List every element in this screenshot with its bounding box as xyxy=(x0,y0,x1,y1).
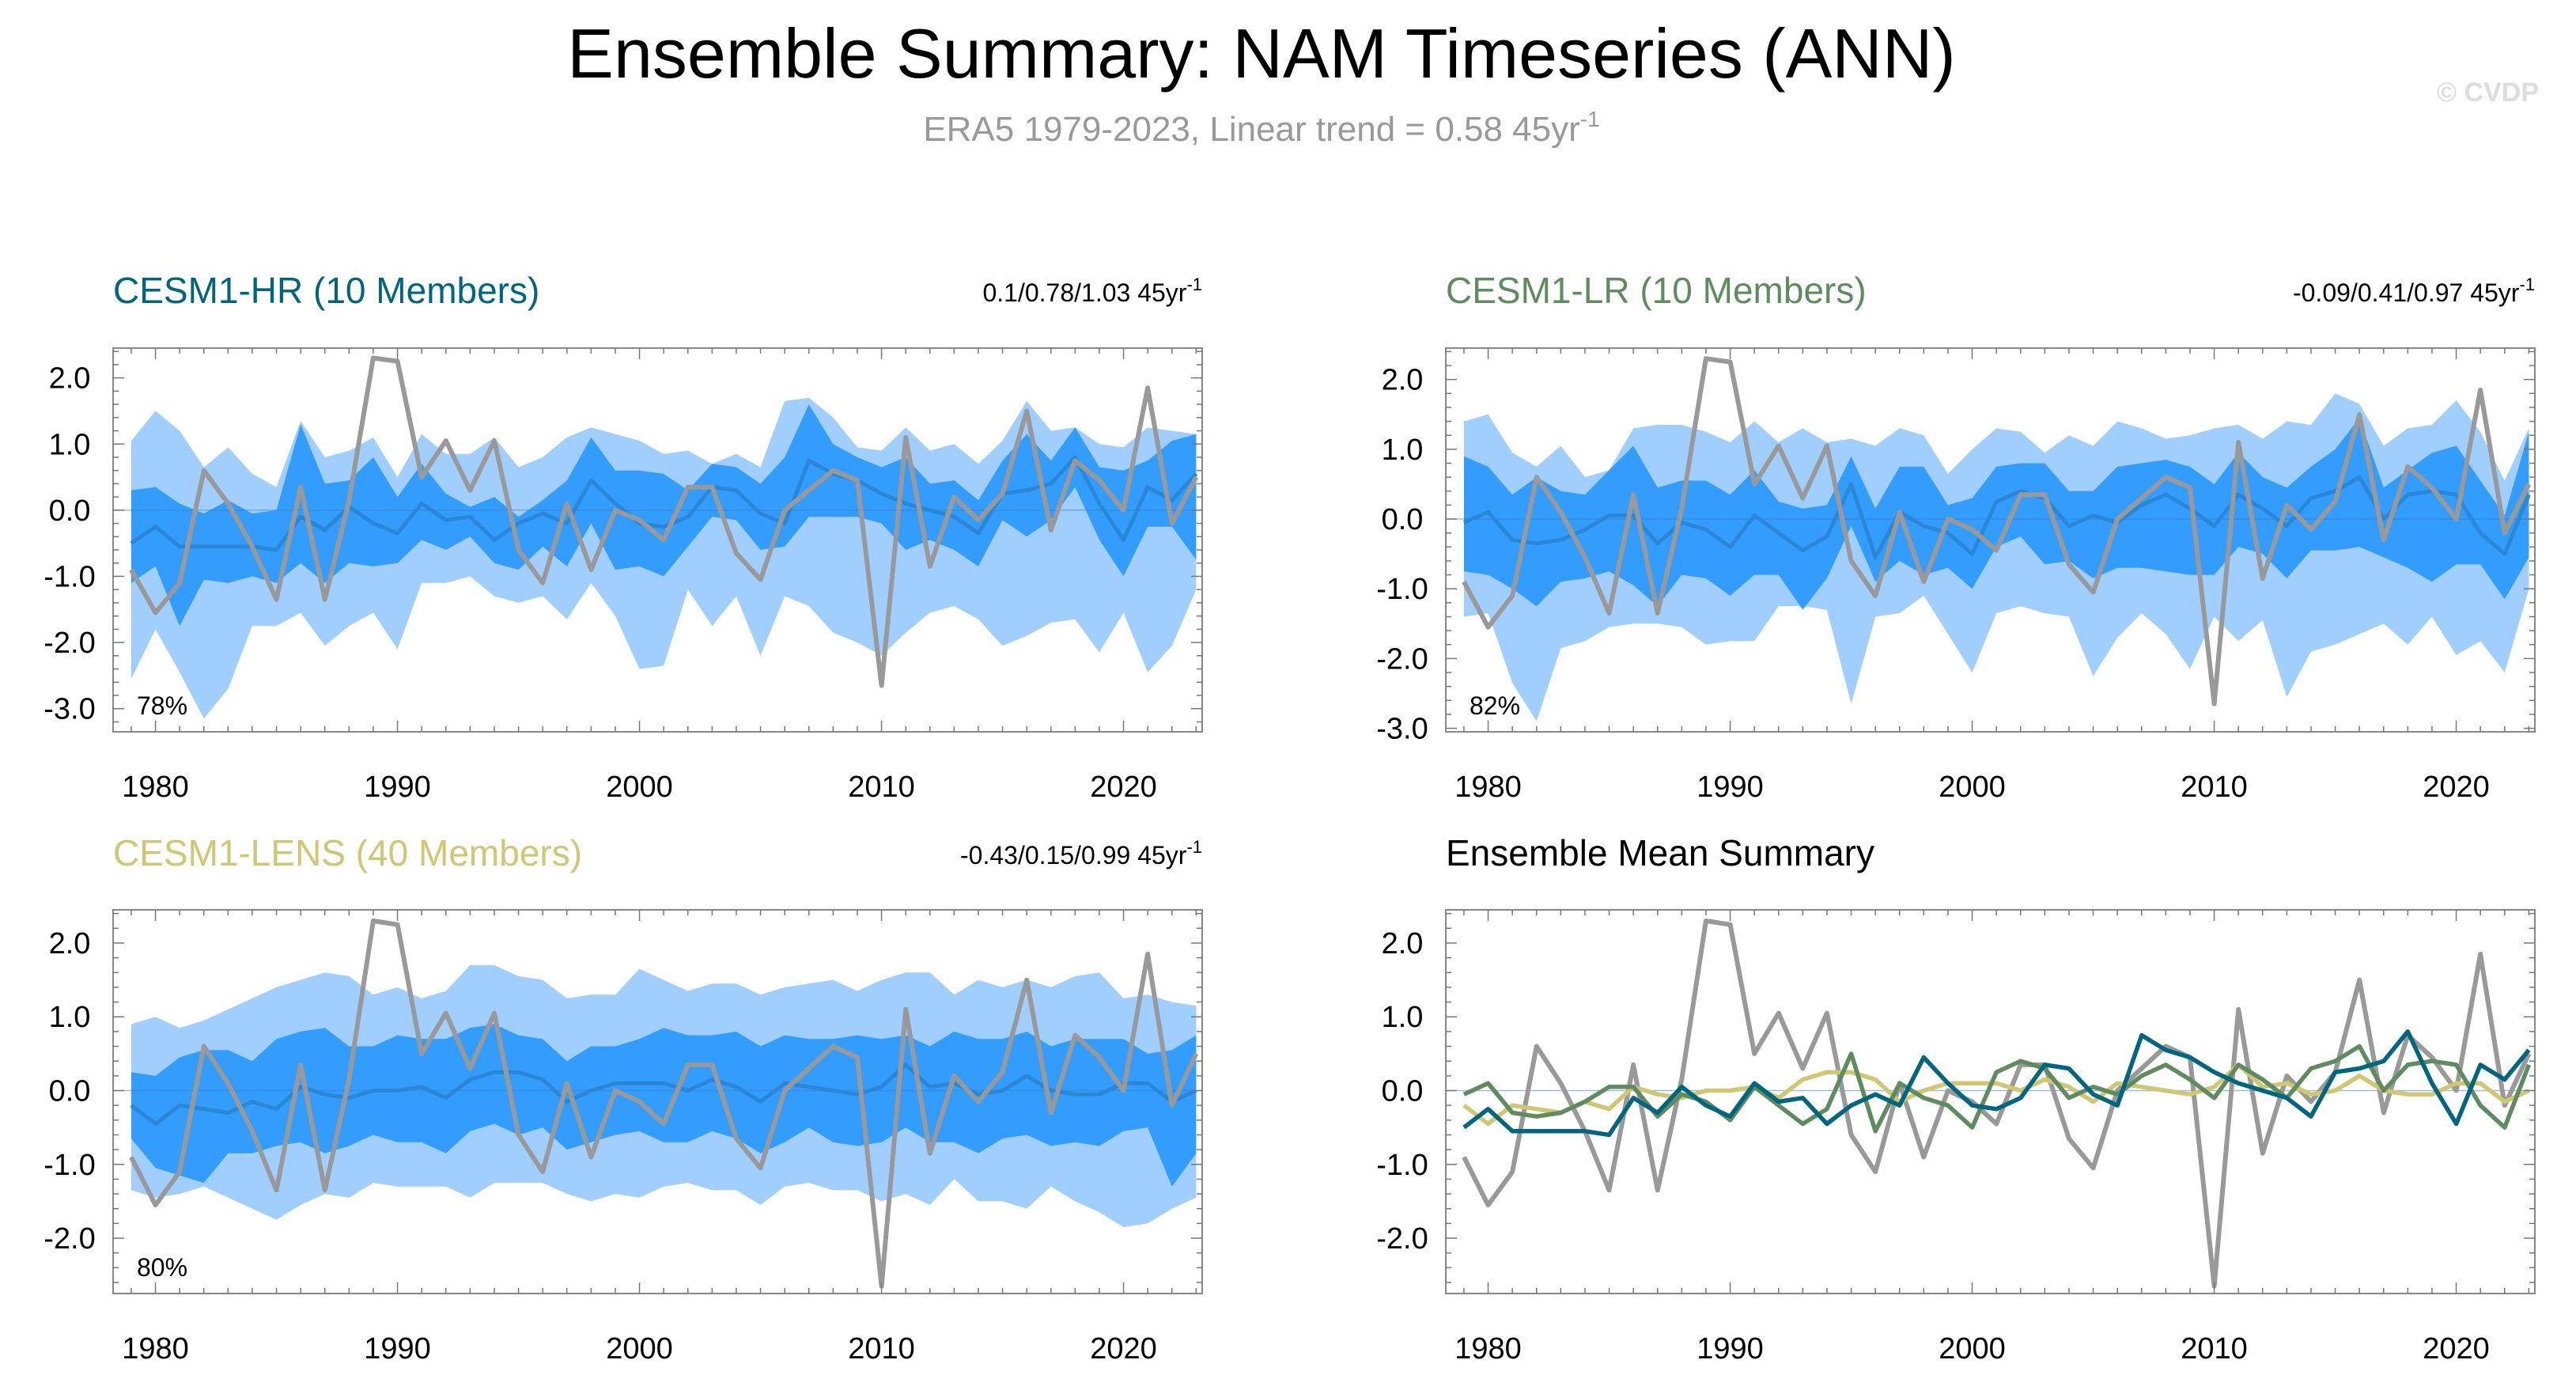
x-tick-label: 1990 xyxy=(364,1332,431,1366)
panels-container: CESM1-HR (10 Members) 0.1/0.78/1.03 45yr-… xyxy=(44,270,2536,1366)
y-tick-label: 0.0 xyxy=(49,1075,91,1108)
plot-area-summary xyxy=(1446,919,2535,1289)
percent-label-lr: 82% xyxy=(1470,691,1520,720)
trend-stats-text: 0.1/0.78/1.03 45yr xyxy=(982,278,1186,307)
y-tick-label: 1.0 xyxy=(49,1001,91,1034)
main-title: Ensemble Summary: NAM Timeseries (ANN) xyxy=(567,14,1955,93)
y-tick-label: 1.0 xyxy=(49,428,91,461)
panel-title-lens: CESM1-LENS (40 Members) xyxy=(113,832,582,873)
ensemble-mean-line-hr xyxy=(1462,1029,2531,1138)
panel-title-hr: CESM1-HR (10 Members) xyxy=(113,270,539,311)
ensemble-mean-line-lr xyxy=(1462,1044,2531,1134)
y-tick-label: 0.0 xyxy=(49,494,91,528)
observed-line xyxy=(129,355,1199,688)
copyright-label: © CVDP xyxy=(2437,78,2539,108)
x-tick-label: 1980 xyxy=(1454,1332,1522,1366)
plot-area-lr xyxy=(1446,356,2535,722)
percent-label-lens: 80% xyxy=(137,1253,187,1282)
x-tick-label: 2000 xyxy=(1939,1332,2006,1366)
percent-label-hr: 78% xyxy=(137,691,187,720)
x-tick-label: 2010 xyxy=(2181,1332,2248,1366)
subtitle-superscript: -1 xyxy=(1580,107,1600,131)
y-tick-label: -1.0 xyxy=(44,1149,95,1182)
y-tick-label: -2.0 xyxy=(1376,1222,1428,1256)
plot-area-lens xyxy=(113,919,1202,1289)
spread-band-inner xyxy=(131,1024,1197,1187)
trend-stats-text: -0.43/0.15/0.99 45yr xyxy=(960,841,1187,869)
plot-frame xyxy=(112,347,1203,733)
plot-frame xyxy=(112,909,1203,1294)
trend-stats-superscript: -1 xyxy=(1186,275,1202,294)
spread-band-inner xyxy=(131,404,1197,627)
y-tick-label: -1.0 xyxy=(1376,1149,1428,1182)
y-tick-label: 0.0 xyxy=(1382,1075,1424,1108)
y-tick-label: 2.0 xyxy=(49,927,91,960)
x-tick-label: 1990 xyxy=(364,771,431,804)
trend-stats-lens: -0.43/0.15/0.99 45yr-1 xyxy=(960,837,1202,869)
x-tick-label: 2000 xyxy=(606,771,673,804)
trend-stats-superscript: -1 xyxy=(1186,837,1202,857)
trend-stats-text: -0.09/0.41/0.97 45yr xyxy=(2293,278,2520,307)
y-tick-label: -2.0 xyxy=(1376,642,1428,676)
observed-line xyxy=(1462,356,2532,706)
y-tick-label: -1.0 xyxy=(1376,573,1428,606)
x-tick-label: 1990 xyxy=(1697,1332,1764,1366)
subtitle-text: ERA5 1979-2023, Linear trend = 0.58 45yr xyxy=(923,110,1579,149)
x-tick-label: 1980 xyxy=(122,771,189,804)
ensemble-mean-line xyxy=(130,1063,1197,1126)
x-tick-label: 2020 xyxy=(2423,1332,2490,1366)
y-tick-label: 1.0 xyxy=(1382,1001,1424,1034)
trend-stats-hr: 0.1/0.78/1.03 45yr-1 xyxy=(982,275,1202,307)
y-tick-label: 2.0 xyxy=(1382,927,1424,960)
plot-frame xyxy=(1445,347,2536,733)
panel-lr: CESM1-LR (10 Members) -0.09/0.41/0.97 45y… xyxy=(1376,270,2536,804)
panel-lens: CESM1-LENS (40 Members) -0.43/0.15/0.99 4… xyxy=(44,832,1203,1366)
y-tick-label: 1.0 xyxy=(1382,434,1424,467)
x-tick-label: 1990 xyxy=(1697,771,1764,804)
plot-frame xyxy=(1445,909,2536,1294)
y-tick-label: -2.0 xyxy=(44,627,95,660)
panel-title-summary: Ensemble Mean Summary xyxy=(1446,832,1874,873)
trend-stats-superscript: -1 xyxy=(2519,275,2535,294)
ensemble-mean-line-lens xyxy=(1462,1063,2530,1127)
y-tick-label: -2.0 xyxy=(44,1222,95,1256)
panel-hr: CESM1-HR (10 Members) 0.1/0.78/1.03 45yr-… xyxy=(44,270,1203,804)
x-tick-label: 2010 xyxy=(848,771,915,804)
panel-title-lr: CESM1-LR (10 Members) xyxy=(1446,270,1867,311)
y-tick-label: -3.0 xyxy=(44,693,95,726)
panel-summary: Ensemble Mean Summary 2.0 1.0 0.0 -1.0 -2.0 19… xyxy=(1376,832,2536,1366)
x-tick-label: 2020 xyxy=(1090,771,1157,804)
spread-band-inner xyxy=(1464,418,2529,610)
x-tick-label: 1980 xyxy=(1454,771,1522,804)
x-tick-label: 2000 xyxy=(606,1332,673,1366)
main-subtitle: ERA5 1979-2023, Linear trend = 0.58 45yr… xyxy=(923,107,1599,149)
x-tick-label: 2020 xyxy=(2423,771,2490,804)
trend-stats-lr: -0.09/0.41/0.97 45yr-1 xyxy=(2293,275,2535,307)
x-tick-label: 2020 xyxy=(1090,1332,1157,1366)
x-tick-label: 1980 xyxy=(122,1332,189,1366)
y-tick-label: -3.0 xyxy=(1376,713,1428,746)
y-tick-label: -1.0 xyxy=(44,560,95,593)
x-tick-label: 2000 xyxy=(1939,771,2006,804)
spread-band-outer xyxy=(1464,393,2529,722)
y-tick-label: 2.0 xyxy=(1382,364,1424,397)
x-tick-label: 2010 xyxy=(2181,771,2248,804)
y-tick-label: 2.0 xyxy=(49,362,91,396)
y-tick-label: 0.0 xyxy=(1382,503,1424,536)
x-tick-label: 2010 xyxy=(848,1332,915,1366)
observed-line xyxy=(1462,919,2532,1289)
observed-line xyxy=(129,919,1199,1289)
plot-area-hr xyxy=(113,355,1202,719)
